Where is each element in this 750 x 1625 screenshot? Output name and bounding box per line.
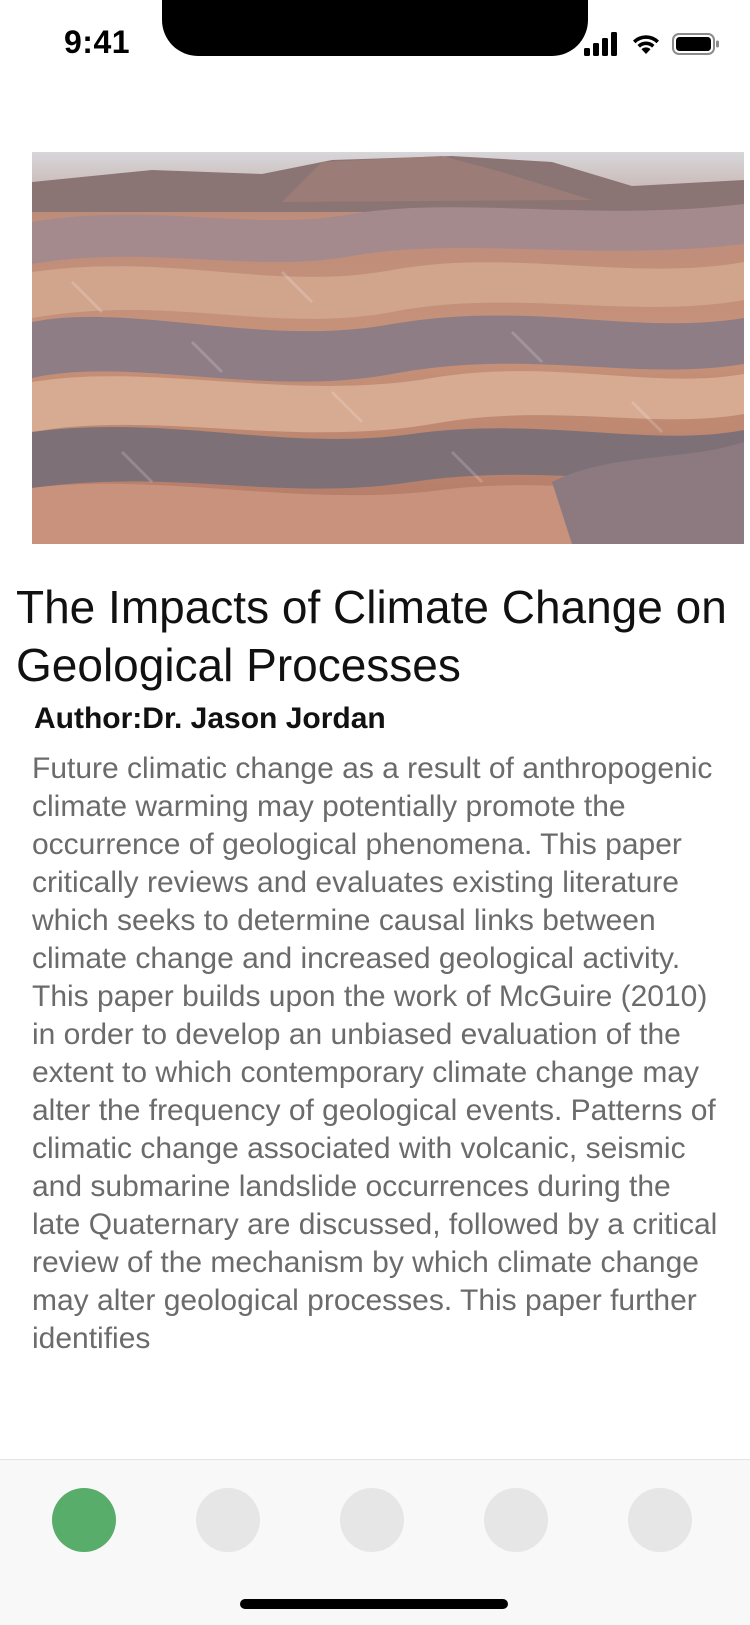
hero-image	[32, 152, 744, 544]
tab-bar	[0, 1459, 750, 1625]
battery-icon	[672, 32, 720, 61]
status-time: 9:41	[64, 24, 131, 60]
cellular-signal-icon	[584, 31, 620, 61]
tab-item-1[interactable]	[52, 1488, 116, 1552]
tab-item-2[interactable]	[196, 1488, 260, 1552]
tab-item-5[interactable]	[628, 1488, 692, 1552]
article-author: Author:Dr. Jason Jordan	[34, 702, 386, 735]
tab-item-4[interactable]	[484, 1488, 548, 1552]
tab-item-3[interactable]	[340, 1488, 404, 1552]
status-icons	[584, 31, 720, 61]
article-abstract: Future climatic change as a result of an…	[32, 752, 718, 1355]
device-notch	[162, 0, 588, 56]
wifi-icon	[630, 32, 662, 61]
article-title: The Impacts of Climate Change on Geologi…	[16, 581, 727, 691]
status-bar: 9:41	[0, 0, 750, 96]
home-indicator[interactable]	[240, 1599, 508, 1609]
